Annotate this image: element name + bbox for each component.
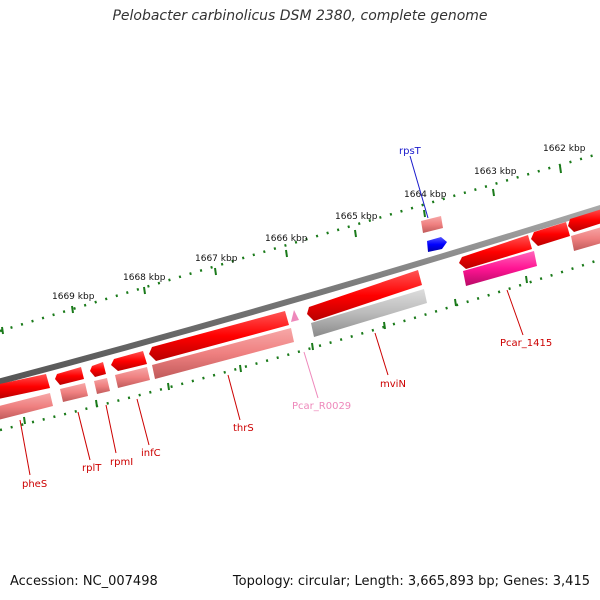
leader-thrS: [227, 374, 241, 421]
gene-arrow-rpmI[interactable]: [90, 362, 106, 377]
gene-arrow-rplT[interactable]: [55, 367, 84, 385]
leader-Pcar_R0029: [303, 351, 319, 399]
leader-rplT: [77, 411, 91, 461]
inner-tick-7: [454, 298, 457, 307]
inner-tick-3: [167, 382, 170, 391]
inner-tick-8: [525, 275, 528, 284]
gene-pink-pheS[interactable]: [0, 393, 53, 420]
gene-pink-rplT[interactable]: [60, 383, 88, 402]
kbp-label-1669: 1669 kbp: [52, 292, 95, 302]
inner-tick-1: [23, 416, 26, 425]
genome-backbone: [0, 204, 600, 385]
gene-arrow-Pcar_R0029[interactable]: [291, 310, 299, 322]
tick-1665: [354, 229, 357, 238]
inner-tick-6: [383, 321, 386, 330]
gene-arrow-thrS[interactable]: [149, 311, 289, 361]
gene-label-mviN: mviN: [380, 379, 406, 390]
gene-arrow-rpsT-outer[interactable]: [421, 216, 443, 233]
gene-pink-edge[interactable]: [571, 226, 600, 251]
gene-grey-mviN[interactable]: [311, 289, 427, 337]
leader-pheS: [19, 419, 31, 476]
tick-1667: [214, 267, 217, 276]
kbp-label-1667: 1667 kbp: [195, 254, 238, 264]
kbp-label-1665: 1665 kbp: [335, 212, 378, 222]
reverse-strand-genes: [0, 208, 600, 399]
genome-stats-text: Topology: circular; Length: 3,665,893 bp…: [232, 574, 590, 589]
leader-rpmI: [105, 404, 117, 454]
kbp-label-1662: 1662 kbp: [543, 144, 586, 154]
gene-label-pheS: pheS: [22, 479, 47, 490]
gene-arrow-Pcar_1415-a[interactable]: [459, 235, 532, 269]
map-title: Pelobacter carbinolicus DSM 2380, comple…: [112, 8, 488, 24]
kbp-label-1663: 1663 kbp: [474, 167, 517, 177]
tick-1666: [285, 249, 288, 258]
gene-label-rplT: rplT: [82, 463, 102, 474]
outer-major-ticks: [1, 165, 562, 335]
gene-arrow-infC[interactable]: [111, 351, 147, 371]
tick-1663: [492, 188, 495, 197]
tick-1669: [71, 305, 74, 314]
accession-text: Accession: NC_007498: [10, 574, 158, 589]
gene-magenta-Pcar_1415[interactable]: [463, 251, 537, 286]
leader-mviN: [374, 332, 389, 376]
kbp-label-1664: 1664 kbp: [404, 190, 447, 200]
gene-label-thrS: thrS: [233, 423, 254, 434]
leader-infC: [136, 398, 150, 446]
inner-tick-5: [311, 342, 314, 351]
tick-1669-outer: [1, 326, 4, 335]
tick-1668: [143, 286, 146, 295]
gene-label-infC: infC: [141, 448, 161, 459]
gene-arrow-edge[interactable]: [568, 208, 600, 232]
gene-arrow-rpsT[interactable]: [427, 237, 447, 252]
inner-ruler: [0, 258, 600, 432]
tick-1664: [423, 209, 426, 218]
leader-lines: [19, 155, 524, 476]
gene-label-Pcar_R0029: Pcar_R0029: [292, 401, 351, 412]
outer-ruler: [0, 152, 600, 333]
gene-arrow-pheS[interactable]: [0, 374, 50, 399]
gene-label-rpmI: rpmI: [110, 457, 133, 468]
leader-rpsT: [409, 155, 429, 219]
lower-row-genes: [0, 226, 600, 420]
tick-1662: [559, 165, 562, 174]
inner-major-ticks: [23, 275, 528, 425]
leader-Pcar_1415: [506, 289, 524, 336]
gene-label-rpsT: rpsT: [399, 146, 422, 157]
gene-pink-infC[interactable]: [115, 367, 150, 388]
gene-label-Pcar_1415: Pcar_1415: [500, 338, 552, 349]
gene-pink-thrS[interactable]: [152, 328, 294, 379]
inner-tick-2: [95, 399, 98, 408]
gene-arrow-mviN[interactable]: [307, 270, 422, 321]
kbp-label-1668: 1668 kbp: [123, 273, 166, 283]
inner-tick-4: [239, 364, 242, 373]
gene-arrow-Pcar_1415-b[interactable]: [531, 222, 570, 246]
kbp-label-1666: 1666 kbp: [265, 234, 308, 244]
gene-pink-rpmI[interactable]: [94, 378, 110, 394]
